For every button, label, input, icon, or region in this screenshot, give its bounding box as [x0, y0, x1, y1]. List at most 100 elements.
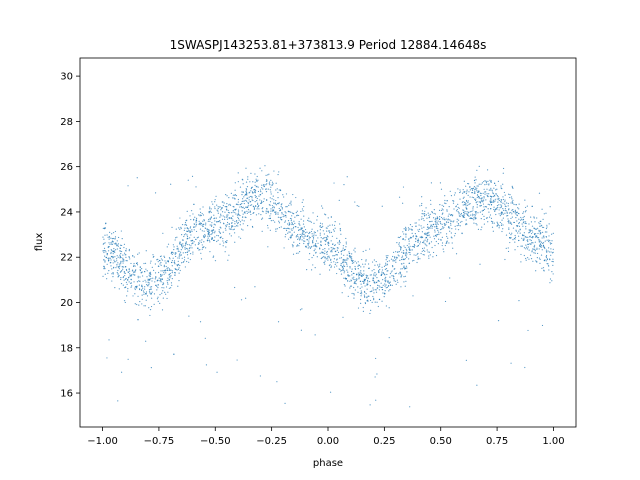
data-point: [187, 243, 189, 246]
data-point: [412, 235, 415, 237]
data-point: [162, 283, 165, 285]
data-point: [308, 258, 310, 261]
data-point: [496, 205, 499, 207]
data-point: [197, 214, 200, 216]
data-point: [330, 261, 332, 263]
y-tick-label: 18: [60, 343, 73, 354]
data-point: [329, 224, 331, 226]
data-point: [228, 217, 231, 219]
data-point: [430, 203, 432, 205]
data-point: [398, 243, 400, 245]
data-point: [508, 212, 511, 214]
data-point: [124, 301, 126, 304]
data-point: [521, 245, 523, 247]
data-point: [183, 259, 186, 261]
data-point: [102, 227, 104, 229]
data-point: [370, 274, 372, 276]
data-point: [476, 169, 478, 171]
data-point: [235, 225, 238, 227]
data-point: [133, 274, 135, 276]
data-point: [481, 197, 483, 199]
data-point: [433, 226, 436, 228]
data-point: [418, 224, 420, 226]
data-point: [269, 189, 271, 191]
data-point: [297, 244, 299, 246]
data-point: [426, 249, 428, 251]
data-point: [398, 196, 401, 198]
data-point: [439, 228, 442, 231]
data-point: [389, 272, 392, 275]
data-point: [261, 218, 263, 220]
data-point: [515, 230, 517, 232]
data-point: [465, 206, 467, 208]
data-point: [324, 252, 326, 255]
data-point: [523, 221, 525, 223]
data-point: [214, 207, 216, 210]
data-point: [385, 287, 387, 289]
data-point: [508, 232, 511, 234]
data-point: [355, 283, 357, 285]
data-point: [309, 247, 312, 249]
data-point: [237, 201, 239, 203]
data-point: [343, 265, 346, 268]
data-point: [171, 253, 173, 255]
data-point: [477, 228, 480, 230]
data-point: [513, 203, 515, 206]
data-point: [536, 247, 538, 249]
data-point: [373, 268, 375, 271]
data-point: [224, 211, 226, 213]
data-point: [251, 186, 253, 189]
data-point: [126, 260, 128, 262]
data-point: [114, 251, 116, 253]
data-point: [312, 239, 314, 242]
data-point: [343, 264, 345, 266]
data-point: [551, 240, 553, 242]
data-point: [153, 293, 156, 295]
data-point: [440, 232, 442, 234]
data-point: [289, 202, 291, 204]
data-point: [420, 252, 422, 255]
data-point: [354, 281, 356, 283]
scatter-points: [102, 165, 554, 408]
data-point: [463, 191, 466, 193]
data-point: [259, 199, 261, 201]
data-point: [360, 290, 362, 292]
data-point: [551, 271, 553, 273]
data-point: [480, 183, 482, 185]
data-point: [222, 240, 224, 242]
data-point: [284, 220, 287, 222]
data-point: [171, 251, 173, 253]
data-point: [110, 237, 112, 239]
data-point: [528, 249, 530, 251]
data-point: [224, 240, 227, 243]
data-point: [525, 226, 527, 228]
data-point: [531, 251, 533, 253]
data-point: [551, 242, 553, 245]
data-point: [184, 224, 186, 226]
data-point: [214, 220, 216, 222]
data-point: [216, 240, 218, 243]
data-point: [319, 224, 321, 227]
data-point: [359, 287, 361, 289]
data-point: [492, 201, 494, 203]
data-point: [327, 256, 329, 258]
data-point: [311, 235, 313, 237]
data-point: [333, 261, 335, 263]
data-point: [522, 212, 524, 214]
data-point: [163, 255, 165, 257]
data-point: [250, 172, 252, 174]
data-point: [472, 215, 474, 217]
data-point: [247, 197, 249, 199]
data-point: [347, 274, 349, 276]
data-point: [472, 209, 474, 211]
data-point: [361, 275, 363, 277]
data-point: [406, 256, 408, 258]
data-point: [272, 210, 274, 212]
data-point: [347, 275, 349, 277]
data-point: [442, 209, 444, 211]
data-point: [273, 170, 275, 172]
data-point: [156, 280, 158, 282]
data-point: [167, 243, 170, 245]
data-point: [214, 201, 216, 203]
data-point: [359, 298, 362, 301]
